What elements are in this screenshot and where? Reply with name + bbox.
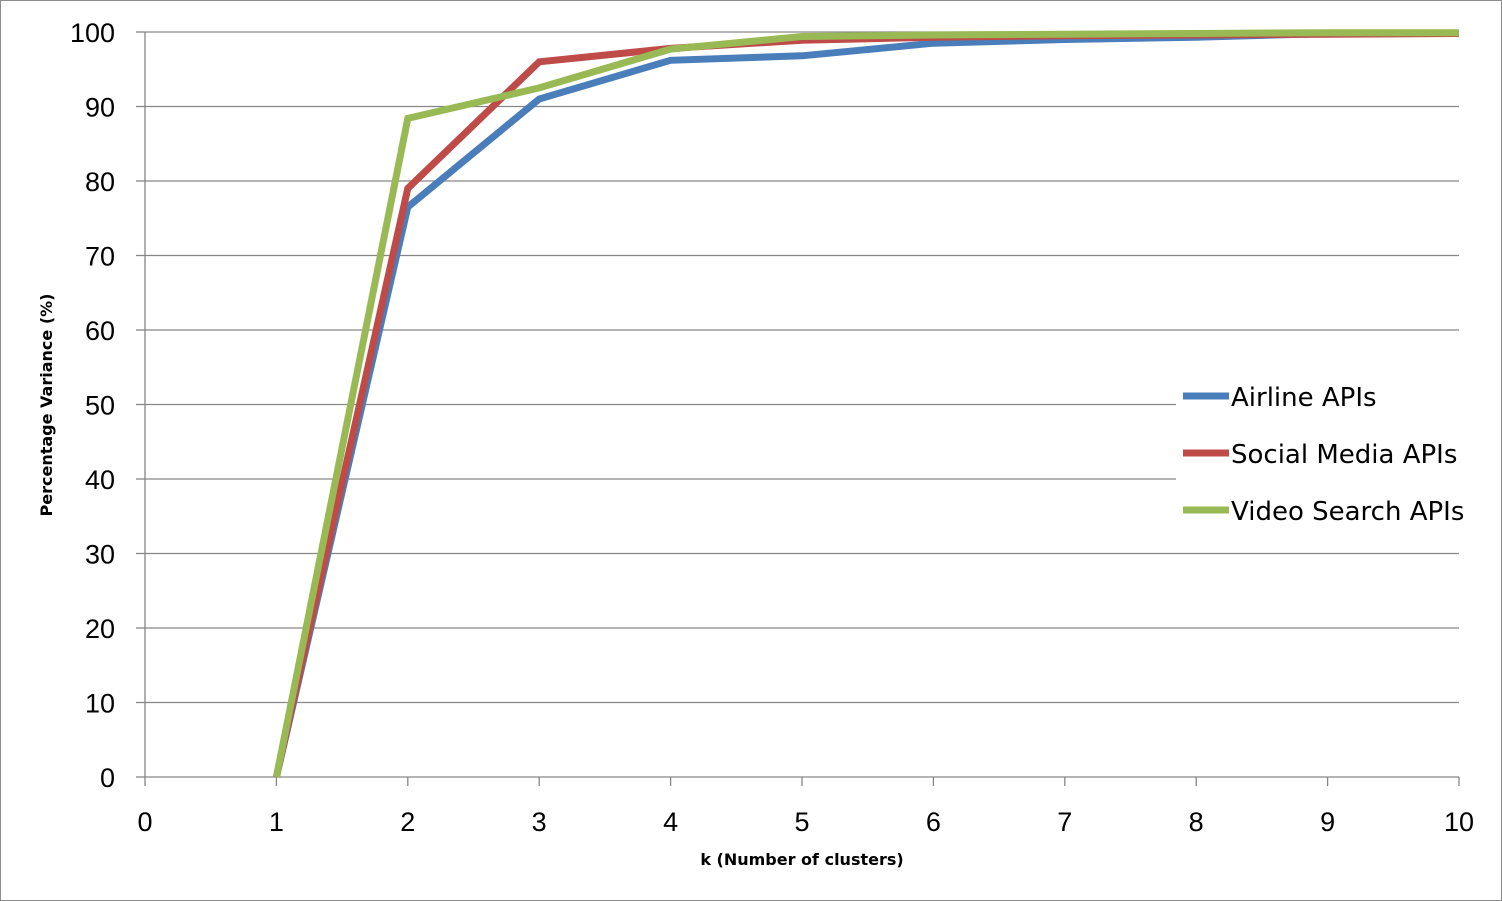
y-tick-label-80: 80	[85, 167, 115, 197]
x-tick-label-9: 9	[1320, 807, 1335, 837]
y-axis-tick-labels: 0 10 20 30 40 50 60 70 80 90 100	[70, 18, 115, 793]
legend-label-video-search-apis: Video Search APIs	[1231, 497, 1464, 527]
y-tick-label-50: 50	[85, 391, 115, 421]
y-tick-label-10: 10	[85, 689, 115, 719]
gridlines	[145, 31, 1459, 704]
legend-label-social-media-apis: Social Media APIs	[1231, 440, 1457, 470]
axes	[136, 31, 1460, 786]
x-tick-label-8: 8	[1189, 807, 1204, 837]
x-axis-title: k (Number of clusters)	[700, 850, 903, 869]
x-tick-label-5: 5	[794, 807, 809, 837]
x-tick-label-10: 10	[1444, 807, 1474, 837]
series-line-video-search-apis	[272, 29, 1459, 778]
y-tick-label-20: 20	[85, 614, 115, 644]
y-tick-label-60: 60	[85, 316, 115, 346]
y-tick-label-30: 30	[85, 540, 115, 570]
legend-label-airline-apis: Airline APIs	[1231, 383, 1377, 413]
y-tick-label-0: 0	[100, 763, 115, 793]
x-tick-label-3: 3	[532, 807, 547, 837]
x-tick-label-6: 6	[926, 807, 941, 837]
y-tick-label-70: 70	[85, 242, 115, 272]
legend: Airline APIs Social Media APIs Video Searc…	[1176, 372, 1476, 544]
y-axis-title: Percentage Variance (%)	[37, 294, 56, 517]
x-tick-label-0: 0	[137, 807, 152, 837]
series-lines	[272, 29, 1460, 778]
y-tick-label-100: 100	[70, 18, 115, 48]
x-tick-label-4: 4	[663, 807, 678, 837]
y-tick-label-90: 90	[85, 93, 115, 123]
x-tick-label-7: 7	[1057, 807, 1072, 837]
x-tick-label-1: 1	[269, 807, 284, 837]
x-axis-tick-labels: 0 1 2 3 4 5 6 7 8 9 10	[137, 807, 1474, 837]
x-tick-label-2: 2	[400, 807, 415, 837]
y-tick-label-40: 40	[85, 465, 115, 495]
legend-background	[1176, 372, 1476, 544]
